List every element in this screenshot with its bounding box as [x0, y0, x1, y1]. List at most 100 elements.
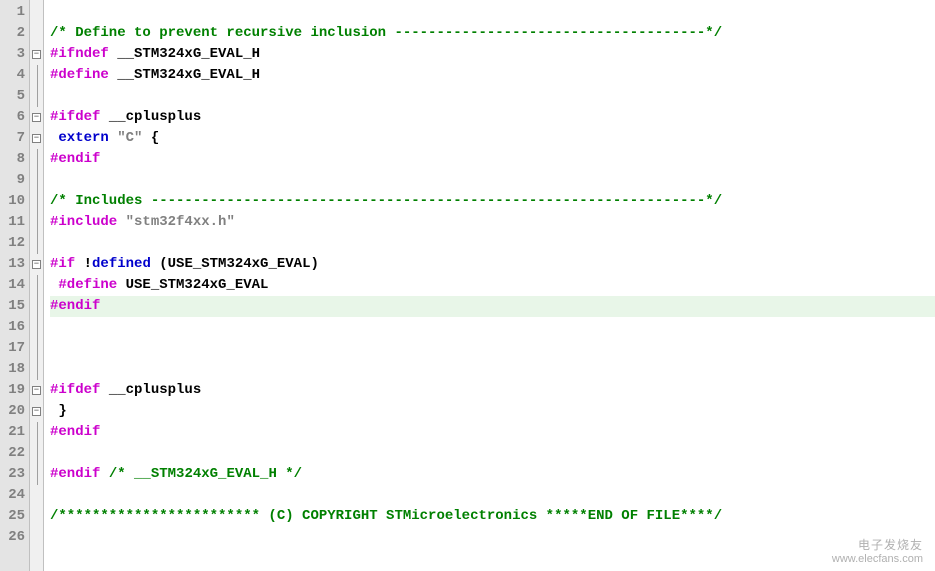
line-number: 25	[0, 506, 25, 527]
code-line	[50, 485, 935, 506]
line-number: 8	[0, 149, 25, 170]
preprocessor: #if	[50, 256, 75, 272]
line-number: 5	[0, 86, 25, 107]
code-line	[50, 86, 935, 107]
code-line: #ifdef __cplusplus	[50, 380, 935, 401]
identifier: USE_STM324xG_EVAL	[117, 277, 268, 293]
fold-cell	[30, 359, 43, 380]
line-number: 9	[0, 170, 25, 191]
fold-cell	[30, 170, 43, 191]
line-number: 22	[0, 443, 25, 464]
line-number: 11	[0, 212, 25, 233]
fold-cell	[30, 23, 43, 44]
fold-toggle[interactable]: −	[30, 380, 43, 401]
line-number: 10	[0, 191, 25, 212]
preprocessor: #endif	[50, 424, 100, 440]
code-line	[50, 170, 935, 191]
space	[100, 466, 108, 482]
line-number: 12	[0, 233, 25, 254]
fold-column: − − − − − −	[30, 0, 44, 571]
fold-cell	[30, 2, 43, 23]
string-literal: "stm32f4xx.h"	[126, 214, 235, 230]
fold-cell	[30, 212, 43, 233]
code-area[interactable]: /* Define to prevent recursive inclusion…	[44, 0, 935, 571]
fold-cell	[30, 338, 43, 359]
operator: !	[75, 256, 92, 272]
code-line: #ifndef __STM324xG_EVAL_H	[50, 44, 935, 65]
fold-toggle[interactable]: −	[30, 107, 43, 128]
string-literal: "C"	[117, 130, 142, 146]
code-editor: 1 2 3 4 5 6 7 8 9 10 11 12 13 14 15 16 1…	[0, 0, 935, 571]
fold-cell	[30, 275, 43, 296]
comment-text: /* Includes ----------------------------…	[50, 193, 722, 209]
preprocessor: #define	[50, 67, 109, 83]
space	[117, 214, 125, 230]
line-number: 1	[0, 2, 25, 23]
fold-cell	[30, 149, 43, 170]
line-number: 20	[0, 401, 25, 422]
comment-text: /************************ (C) COPYRIGHT …	[50, 508, 722, 524]
comment-text: /* __STM324xG_EVAL_H */	[109, 466, 302, 482]
fold-cell	[30, 233, 43, 254]
code-line	[50, 527, 935, 548]
identifier: __STM324xG_EVAL_H	[109, 46, 260, 62]
line-number: 26	[0, 527, 25, 548]
preprocessor: #ifdef	[50, 109, 100, 125]
fold-toggle[interactable]: −	[30, 128, 43, 149]
fold-cell	[30, 65, 43, 86]
keyword: extern	[50, 130, 109, 146]
preprocessor: #endif	[50, 466, 100, 482]
line-number: 17	[0, 338, 25, 359]
line-number-gutter: 1 2 3 4 5 6 7 8 9 10 11 12 13 14 15 16 1…	[0, 0, 30, 571]
fold-cell	[30, 464, 43, 485]
line-number: 23	[0, 464, 25, 485]
code-line: #define USE_STM324xG_EVAL	[50, 275, 935, 296]
code-line: extern "C" {	[50, 128, 935, 149]
line-number: 19	[0, 380, 25, 401]
fold-cell	[30, 527, 43, 548]
code-line: #define __STM324xG_EVAL_H	[50, 65, 935, 86]
code-line: #endif	[50, 422, 935, 443]
fold-toggle[interactable]: −	[30, 254, 43, 275]
preprocessor: #ifdef	[50, 382, 100, 398]
fold-cell	[30, 443, 43, 464]
space	[109, 130, 117, 146]
code-line	[50, 359, 935, 380]
line-number: 24	[0, 485, 25, 506]
code-line: #ifdef __cplusplus	[50, 107, 935, 128]
code-line: /* Includes ----------------------------…	[50, 191, 935, 212]
fold-toggle[interactable]: −	[30, 44, 43, 65]
line-number: 14	[0, 275, 25, 296]
identifier: __STM324xG_EVAL_H	[109, 67, 260, 83]
identifier: (USE_STM324xG_EVAL)	[151, 256, 319, 272]
brace: {	[142, 130, 159, 146]
line-number: 3	[0, 44, 25, 65]
identifier: __cplusplus	[100, 109, 201, 125]
line-number: 2	[0, 23, 25, 44]
line-number: 13	[0, 254, 25, 275]
line-number: 16	[0, 317, 25, 338]
code-line-highlighted: #endif	[50, 296, 935, 317]
code-line: /************************ (C) COPYRIGHT …	[50, 506, 935, 527]
fold-cell	[30, 485, 43, 506]
code-line: #endif /* __STM324xG_EVAL_H */	[50, 464, 935, 485]
fold-toggle[interactable]: −	[30, 401, 43, 422]
keyword: defined	[92, 256, 151, 272]
line-number: 6	[0, 107, 25, 128]
line-number: 7	[0, 128, 25, 149]
code-line: }	[50, 401, 935, 422]
fold-cell	[30, 191, 43, 212]
code-line: #if !defined (USE_STM324xG_EVAL)	[50, 254, 935, 275]
preprocessor: #define	[50, 277, 117, 293]
fold-cell	[30, 296, 43, 317]
fold-cell	[30, 317, 43, 338]
brace: }	[50, 403, 67, 419]
line-number: 15	[0, 296, 25, 317]
code-line: /* Define to prevent recursive inclusion…	[50, 23, 935, 44]
fold-cell	[30, 422, 43, 443]
fold-cell	[30, 506, 43, 527]
code-line	[50, 443, 935, 464]
fold-cell	[30, 86, 43, 107]
preprocessor: #include	[50, 214, 117, 230]
preprocessor: #ifndef	[50, 46, 109, 62]
